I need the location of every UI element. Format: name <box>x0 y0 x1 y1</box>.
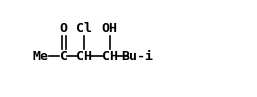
Text: Me: Me <box>32 50 48 63</box>
Text: O: O <box>60 22 68 35</box>
Text: Cl: Cl <box>76 22 92 35</box>
Text: C: C <box>60 50 68 63</box>
Text: Bu-i: Bu-i <box>122 50 154 63</box>
Text: OH: OH <box>102 22 118 35</box>
Text: CH: CH <box>76 50 92 63</box>
Text: CH: CH <box>102 50 118 63</box>
